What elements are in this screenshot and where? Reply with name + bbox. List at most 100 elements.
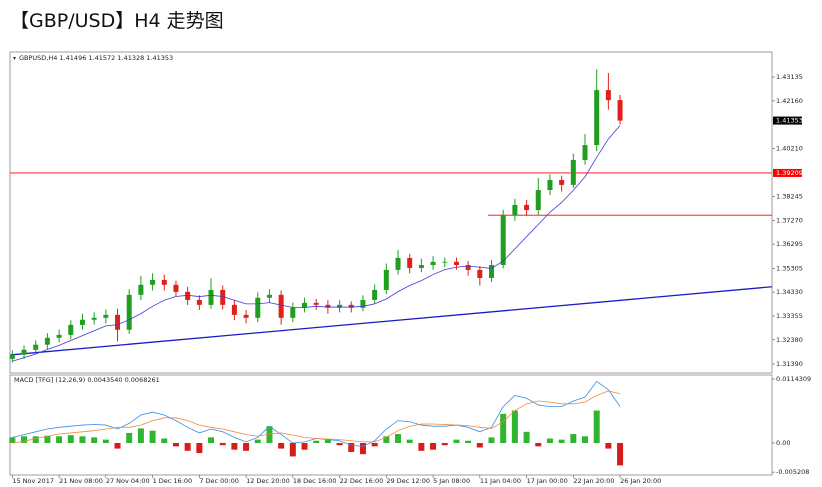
macd-bar xyxy=(511,410,518,443)
y-tick-label: 1.35305 xyxy=(776,264,803,272)
candle-body xyxy=(196,299,202,305)
candle-body xyxy=(56,334,62,338)
macd-bar xyxy=(21,436,28,443)
candle-body xyxy=(477,269,483,278)
candle-body xyxy=(547,180,553,191)
x-tick-label: 5 Jan 08:00 xyxy=(433,477,470,485)
macd-bar xyxy=(395,434,402,443)
candle-body xyxy=(138,284,144,295)
y-tick-label: -0.005208 xyxy=(776,468,809,476)
x-tick-label: 27 Nov 04:00 xyxy=(106,477,150,485)
x-tick-label: 22 Dec 16:00 xyxy=(340,477,384,485)
candle-body xyxy=(372,289,378,300)
level-box xyxy=(773,168,802,177)
macd-bar xyxy=(546,438,553,443)
macd-bar xyxy=(196,442,203,454)
macd-bar xyxy=(56,436,63,443)
macd-bar xyxy=(172,442,179,447)
candle-body xyxy=(68,324,74,335)
x-tick-label: 18 Dec 16:00 xyxy=(293,477,337,485)
candle-body xyxy=(500,214,506,266)
y-tick-label: 1.33355 xyxy=(776,312,803,320)
candle-body xyxy=(465,265,471,270)
macd-bar xyxy=(535,442,542,447)
x-tick-label: 1 Dec 16:00 xyxy=(153,477,193,485)
current-price-label: 1.41353 xyxy=(776,117,803,125)
macd-bar xyxy=(441,442,448,446)
macd-bar xyxy=(430,442,437,450)
macd-bar xyxy=(44,435,51,443)
y-tick-label: 1.38245 xyxy=(776,192,803,200)
macd-bar xyxy=(137,428,144,443)
candle-body xyxy=(594,90,600,146)
candle-body xyxy=(185,291,191,300)
candle-body xyxy=(360,299,366,308)
candle-body xyxy=(605,90,611,101)
candle-body xyxy=(512,204,518,215)
macd-bar xyxy=(149,430,156,443)
x-tick-label: 22 Jan 20:00 xyxy=(573,477,614,485)
candle-body xyxy=(115,314,121,330)
trendline xyxy=(9,286,773,356)
candle-body xyxy=(173,284,179,292)
y-tick-label: 1.36295 xyxy=(776,240,803,248)
macd-bar xyxy=(348,442,355,452)
candle-body xyxy=(21,349,27,355)
x-tick-label: 12 Dec 20:00 xyxy=(246,477,290,485)
candle-body xyxy=(44,337,50,345)
x-tick-label: 11 Jan 04:00 xyxy=(480,477,521,485)
macd-bar xyxy=(476,442,483,448)
candle-body xyxy=(208,289,214,305)
macd-bar xyxy=(254,439,261,443)
macd-bar xyxy=(114,442,121,449)
macd-bar xyxy=(371,442,378,447)
y-tick-label: 1.32380 xyxy=(776,336,803,344)
candle-body xyxy=(489,265,495,278)
candle-body xyxy=(302,302,308,308)
macd-bar xyxy=(91,437,98,443)
candle-body xyxy=(103,314,109,318)
candle-body xyxy=(442,261,448,263)
candle-body xyxy=(348,304,354,308)
macd-bar xyxy=(208,437,215,443)
macd-line xyxy=(12,390,621,444)
macd-bar xyxy=(219,442,226,446)
candle-body xyxy=(161,279,167,285)
x-tick-label: 7 Dec 00:00 xyxy=(199,477,239,485)
macd-bar xyxy=(79,436,86,443)
macd-bar xyxy=(582,436,589,443)
candle-body xyxy=(9,354,15,359)
candle-body xyxy=(418,265,424,268)
x-tick-label: 15 Nov 2017 xyxy=(12,477,54,485)
moving-average xyxy=(12,125,621,362)
y-tick-label: 1.40210 xyxy=(776,144,803,152)
macd-bar xyxy=(313,440,320,443)
x-tick-label: 21 Nov 08:00 xyxy=(59,477,103,485)
candle-body xyxy=(290,307,296,318)
candle-body xyxy=(383,269,389,290)
macd-bar xyxy=(558,439,565,443)
candle-body xyxy=(33,344,39,350)
candle-body xyxy=(91,317,97,320)
page-title: 【GBP/USD】H4 走势图 xyxy=(10,10,224,32)
macd-bar xyxy=(9,437,16,443)
y-tick-label: 1.31390 xyxy=(776,360,803,368)
y-tick-label: 1.42160 xyxy=(776,97,803,105)
macd-bar xyxy=(406,439,413,443)
candle-body xyxy=(524,204,530,211)
macd-bar xyxy=(324,439,331,443)
x-tick-label: 26 Jan 20:00 xyxy=(620,477,661,485)
candle-body xyxy=(559,180,565,185)
candle-body xyxy=(337,304,343,308)
candle-body xyxy=(266,294,272,298)
macd-bar xyxy=(593,410,600,443)
candle-body xyxy=(453,261,459,266)
current-price-box xyxy=(773,116,802,125)
candle-body xyxy=(231,304,237,315)
candle-body xyxy=(150,279,156,285)
macd-bar xyxy=(278,442,285,449)
macd-bar xyxy=(301,442,308,450)
macd-bar xyxy=(266,426,273,443)
